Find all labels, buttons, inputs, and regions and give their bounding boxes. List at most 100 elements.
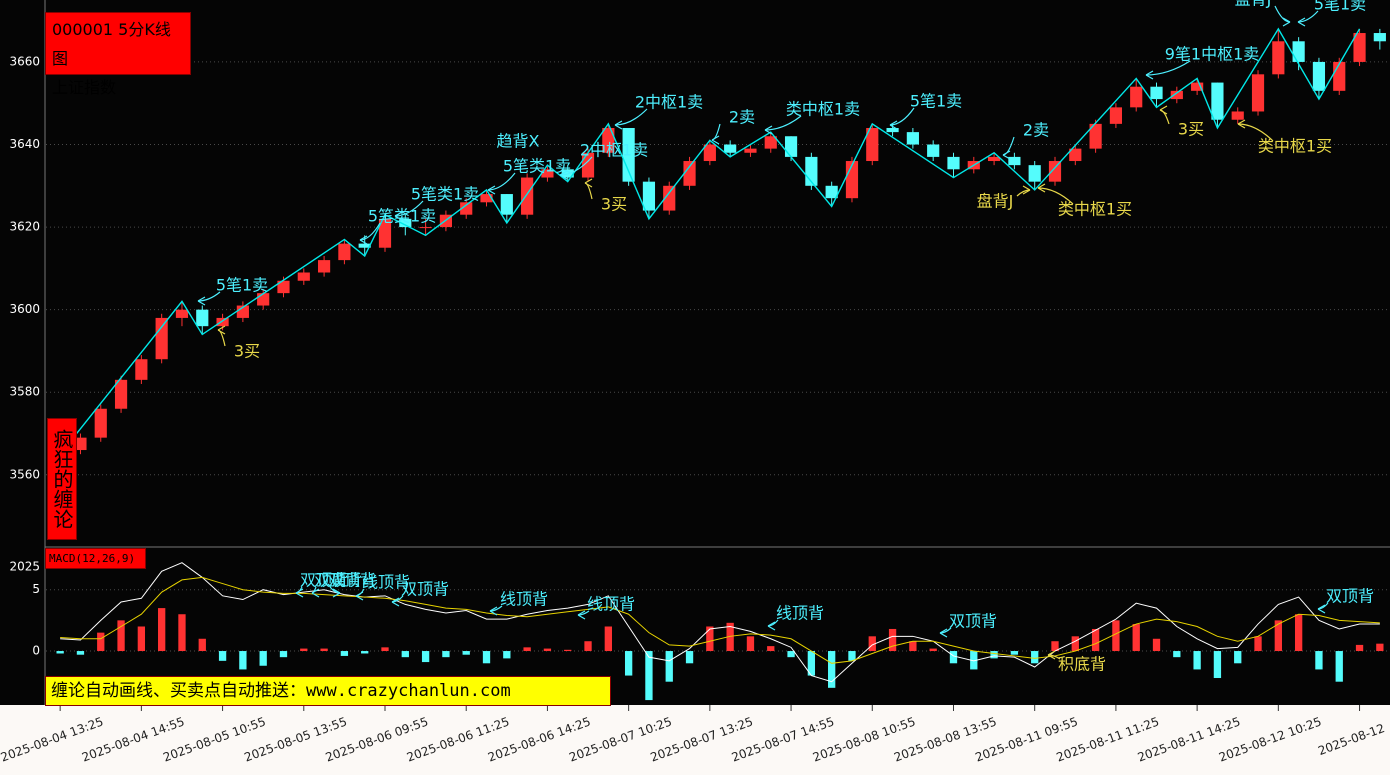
- annotation: 盘背J: [977, 192, 1014, 211]
- macd-bar: [421, 651, 430, 663]
- y-tick-label: 0: [32, 644, 40, 658]
- annotation-arrow: [487, 172, 516, 191]
- macd-bar: [584, 641, 592, 652]
- annotation: 9笔1中枢1卖: [1165, 45, 1260, 64]
- arrow-head: [197, 296, 206, 306]
- macd-bar: [929, 648, 937, 652]
- arrow-head: [1237, 119, 1246, 129]
- candle-body: [703, 144, 716, 162]
- arrow-head: [394, 211, 403, 221]
- macd-bar: [1376, 643, 1384, 652]
- macd-bar: [685, 651, 694, 664]
- macd-bar: [888, 628, 897, 652]
- side-label: 疯狂的缠论: [47, 418, 77, 540]
- candle-body: [1333, 61, 1346, 91]
- candle-body: [1272, 41, 1285, 75]
- macd-bar: [76, 651, 85, 655]
- annotation-arrow: [764, 115, 802, 131]
- arrow-head: [1317, 604, 1326, 614]
- candle-body: [1048, 161, 1062, 182]
- arrow-head: [767, 621, 776, 631]
- annotation-arrow: [559, 156, 593, 176]
- annotation: 双顶背: [300, 571, 348, 590]
- candle-body: [155, 317, 168, 360]
- candle-body: [1231, 111, 1244, 120]
- stroke-line: [59, 27, 1361, 455]
- arrow-head: [1022, 185, 1031, 195]
- annotation-arrow: [1037, 187, 1074, 205]
- candle-body: [927, 144, 940, 157]
- macd-bar: [746, 636, 755, 652]
- macd-bar: [970, 651, 978, 670]
- macd-bar: [706, 626, 714, 652]
- annotation: 2中枢1卖: [635, 93, 703, 112]
- arrow-head: [614, 120, 623, 130]
- annotation: 3买: [601, 195, 627, 214]
- annotation: 双顶背: [1326, 587, 1374, 606]
- candle-body: [1028, 165, 1041, 182]
- macd-bar: [1274, 620, 1282, 652]
- annotation: 5笔1卖: [216, 276, 268, 295]
- dea-line: [60, 576, 1380, 664]
- macd-bar: [218, 651, 227, 661]
- y-tick-label: 3620: [9, 220, 40, 234]
- candle-body: [744, 148, 757, 153]
- annotation: 类中枢1买: [1058, 200, 1132, 219]
- arrow-head: [1297, 17, 1306, 27]
- candle-body: [866, 127, 879, 162]
- arrow-head: [577, 610, 586, 620]
- candle-body: [277, 280, 290, 294]
- arrow-head: [1002, 150, 1011, 160]
- candle-body: [318, 260, 331, 273]
- y-tick-label: 3580: [9, 385, 40, 399]
- candle-body: [825, 185, 838, 199]
- macd-bar: [1152, 638, 1161, 652]
- candle-body: [175, 309, 189, 318]
- candle-body: [1089, 123, 1102, 149]
- arrow-head: [391, 597, 400, 607]
- candle-body: [419, 227, 432, 229]
- candle-body: [541, 169, 554, 178]
- candle-body: [460, 202, 473, 215]
- y-tick-label: 5: [32, 582, 40, 596]
- candle-body: [521, 177, 534, 215]
- macd-bar: [381, 647, 389, 652]
- annotation: 2卖: [729, 108, 755, 127]
- candle-body: [1353, 33, 1366, 62]
- macd-bar: [1071, 636, 1079, 652]
- candle-body: [196, 309, 209, 327]
- arrow-head: [1145, 70, 1154, 80]
- annotation: 盘背J: [1235, 0, 1272, 9]
- arrow-head: [1282, 17, 1291, 27]
- arrow-head: [311, 588, 320, 598]
- candle-body: [947, 156, 960, 170]
- macd-bar: [807, 651, 816, 676]
- candle-body: [1069, 148, 1082, 162]
- macd-bar: [1031, 651, 1039, 664]
- macd-bar: [482, 651, 491, 664]
- macd-bar: [442, 651, 450, 658]
- arrow-head: [217, 325, 226, 335]
- annotation: 5笔1卖: [1314, 0, 1366, 14]
- macd-bar: [1335, 651, 1343, 682]
- y-tick-label: 3600: [9, 302, 40, 316]
- macd-bar: [868, 636, 876, 652]
- macd-bar: [300, 648, 308, 652]
- macd-bar: [401, 651, 409, 658]
- annotation-arrow: [1297, 10, 1319, 23]
- arrow-head: [584, 178, 593, 188]
- annotation: 双顶背: [314, 571, 362, 590]
- candle-body: [683, 161, 696, 186]
- macd-bar: [909, 641, 917, 652]
- candle-body: [94, 408, 107, 438]
- candle-body: [784, 136, 798, 157]
- annotation: 2中枢1卖: [580, 141, 648, 160]
- annotation: 双顶背: [949, 612, 997, 631]
- dif-line: [60, 562, 1380, 683]
- candle-body: [764, 136, 777, 149]
- macd-bar: [320, 648, 328, 652]
- arrow-head: [939, 628, 948, 638]
- candle-body: [906, 132, 919, 145]
- candle-body: [378, 218, 392, 248]
